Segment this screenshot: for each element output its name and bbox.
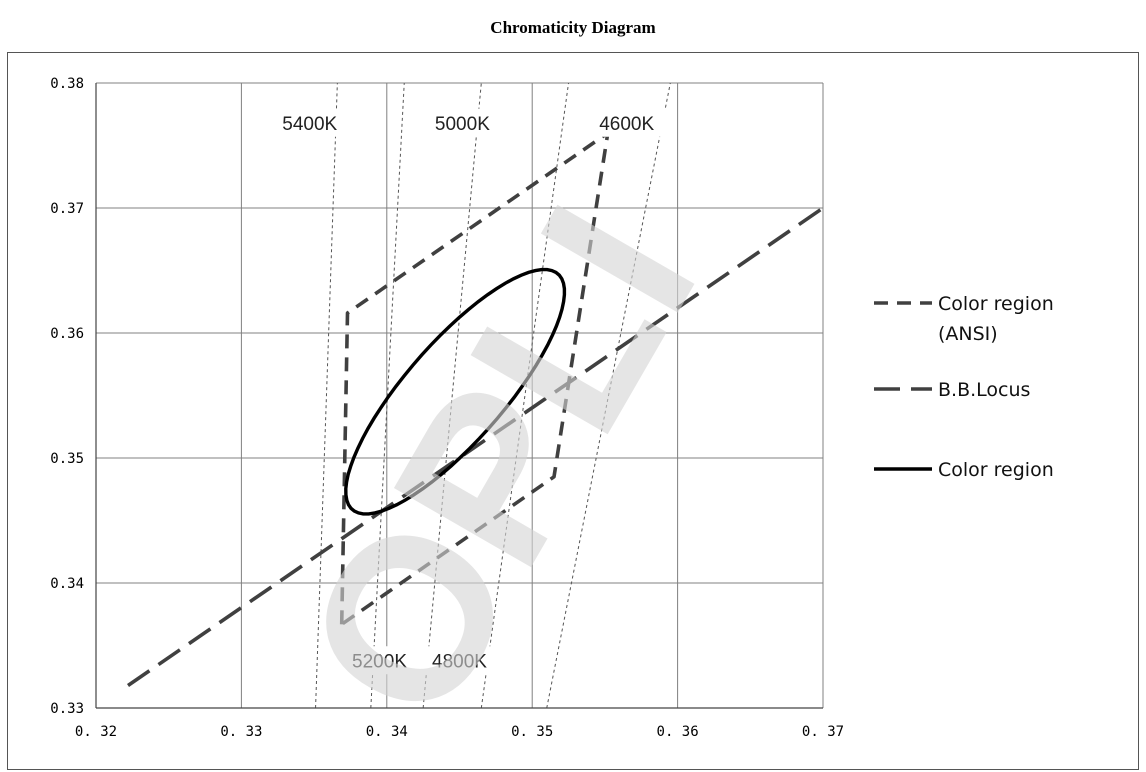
x-tick-label: 0. 34 [366,724,408,740]
chart-frame: 0. 32 0. 33 0. 34 0. 35 0. 36 0. 37 0.33 0.34 0.… [7,52,1139,770]
kelvin-labels: 5400K 5200K 5000K 4800K 4600K [267,108,669,675]
x-tick-label: 0. 35 [511,724,553,740]
y-tick-label: 0.33 [50,701,84,717]
kelvin-label: 5400K [282,114,337,135]
isotherm-line [315,82,338,709]
chart-title: Chromaticity Diagram [490,18,656,37]
kelvin-label-bg [337,646,422,675]
y-tick-label: 0.34 [50,576,84,592]
isotherm-line [422,82,482,709]
x-tick-label: 0. 33 [220,724,262,740]
x-tick-label: 0. 36 [657,724,699,740]
legend-label: Color region [938,459,1054,481]
series-color-region-ellipse [344,267,567,516]
y-tick-label: 0.38 [50,76,84,92]
kelvin-label: 5200K [352,651,407,672]
isotherm-line [546,82,671,709]
axes: 0. 32 0. 33 0. 34 0. 35 0. 36 0. 37 0.33 0.34 0.… [50,76,844,740]
kelvin-label: 5000K [435,114,490,135]
legend-label: Color region [938,293,1054,315]
kelvin-label-bg [417,646,502,675]
kelvin-label: 4800K [432,651,487,672]
chromaticity-chart: 0. 32 0. 33 0. 34 0. 35 0. 36 0. 37 0.33 0.34 0.… [50,76,1054,760]
y-tick-label: 0.37 [50,201,84,217]
legend: Color region (ANSI) B.B.Locus Color region [874,293,1054,481]
y-tick-label: 0.36 [50,326,84,342]
kelvin-label-bg [420,108,505,137]
y-tick-label: 0.35 [50,451,84,467]
legend-label: (ANSI) [938,323,998,345]
x-tick-label: 0. 37 [802,724,844,740]
kelvin-label-bg [584,108,669,137]
series-b-b-locus [126,206,825,687]
watermark: OPLI [254,167,745,760]
legend-label: B.B.Locus [938,379,1030,401]
kelvin-label-bg [267,108,352,137]
x-tick-label: 0. 32 [75,724,117,740]
kelvin-label: 4600K [599,114,654,135]
